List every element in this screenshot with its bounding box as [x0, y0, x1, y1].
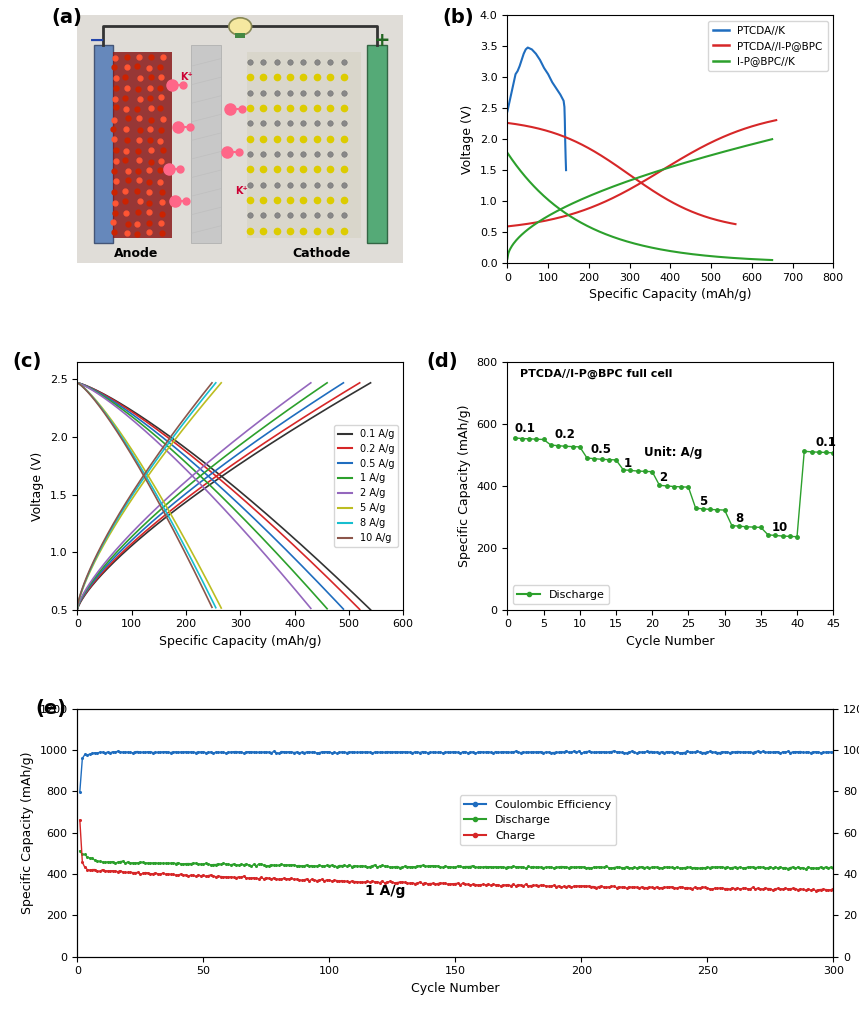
Text: (d): (d): [426, 352, 458, 371]
Bar: [235, 33, 245, 38]
Y-axis label: Specific Capacity (mAh/g): Specific Capacity (mAh/g): [21, 752, 34, 914]
Text: Anode: Anode: [113, 247, 158, 260]
Text: 1: 1: [624, 457, 631, 471]
Text: K⁺: K⁺: [235, 185, 248, 195]
Legend: PTCDA//K, PTCDA//I-P@BPC, I-P@BPC//K: PTCDA//K, PTCDA//I-P@BPC, I-P@BPC//K: [709, 20, 828, 72]
Text: −: −: [89, 31, 106, 49]
Text: 1 A/g: 1 A/g: [364, 884, 405, 897]
Text: 5: 5: [699, 494, 708, 507]
Text: PTCDA//I-P@BPC full cell: PTCDA//I-P@BPC full cell: [521, 369, 673, 380]
Text: 0.2: 0.2: [554, 428, 576, 441]
Text: (b): (b): [442, 8, 474, 27]
Text: 10: 10: [771, 521, 788, 534]
Bar: [247, 52, 361, 238]
Text: +: +: [374, 31, 390, 49]
Text: (c): (c): [12, 352, 41, 371]
Text: 0.1: 0.1: [515, 421, 535, 435]
X-axis label: Cycle Number: Cycle Number: [626, 635, 715, 648]
Text: Unit: A/g: Unit: A/g: [644, 446, 703, 459]
Legend: Coulombic Efficiency, Discharge, Charge: Coulombic Efficiency, Discharge, Charge: [460, 795, 616, 845]
Text: (e): (e): [36, 699, 67, 718]
Text: 2: 2: [660, 472, 667, 484]
Text: Cathode: Cathode: [293, 247, 350, 260]
Bar: [192, 45, 221, 243]
Y-axis label: Specific Capacity (mAh/g): Specific Capacity (mAh/g): [458, 405, 471, 567]
Text: 0.1: 0.1: [815, 436, 836, 449]
Circle shape: [228, 17, 252, 35]
Text: (a): (a): [52, 8, 82, 27]
Bar: [368, 45, 387, 243]
Text: 8: 8: [735, 512, 744, 525]
Text: 0.5: 0.5: [591, 443, 612, 456]
Bar: [94, 45, 113, 243]
Text: K⁺: K⁺: [180, 72, 192, 82]
Y-axis label: Voltage (V): Voltage (V): [461, 104, 474, 174]
Y-axis label: Voltage (V): Voltage (V): [31, 451, 45, 521]
X-axis label: Specific Capacity (mAh/g): Specific Capacity (mAh/g): [589, 288, 752, 302]
Legend: Discharge: Discharge: [513, 585, 609, 605]
Bar: [113, 52, 172, 238]
Legend: 0.1 A/g, 0.2 A/g, 0.5 A/g, 1 A/g, 2 A/g, 5 A/g, 8 A/g, 10 A/g: 0.1 A/g, 0.2 A/g, 0.5 A/g, 1 A/g, 2 A/g,…: [333, 425, 399, 547]
X-axis label: Cycle Number: Cycle Number: [411, 982, 500, 994]
X-axis label: Specific Capacity (mAh/g): Specific Capacity (mAh/g): [159, 635, 321, 648]
